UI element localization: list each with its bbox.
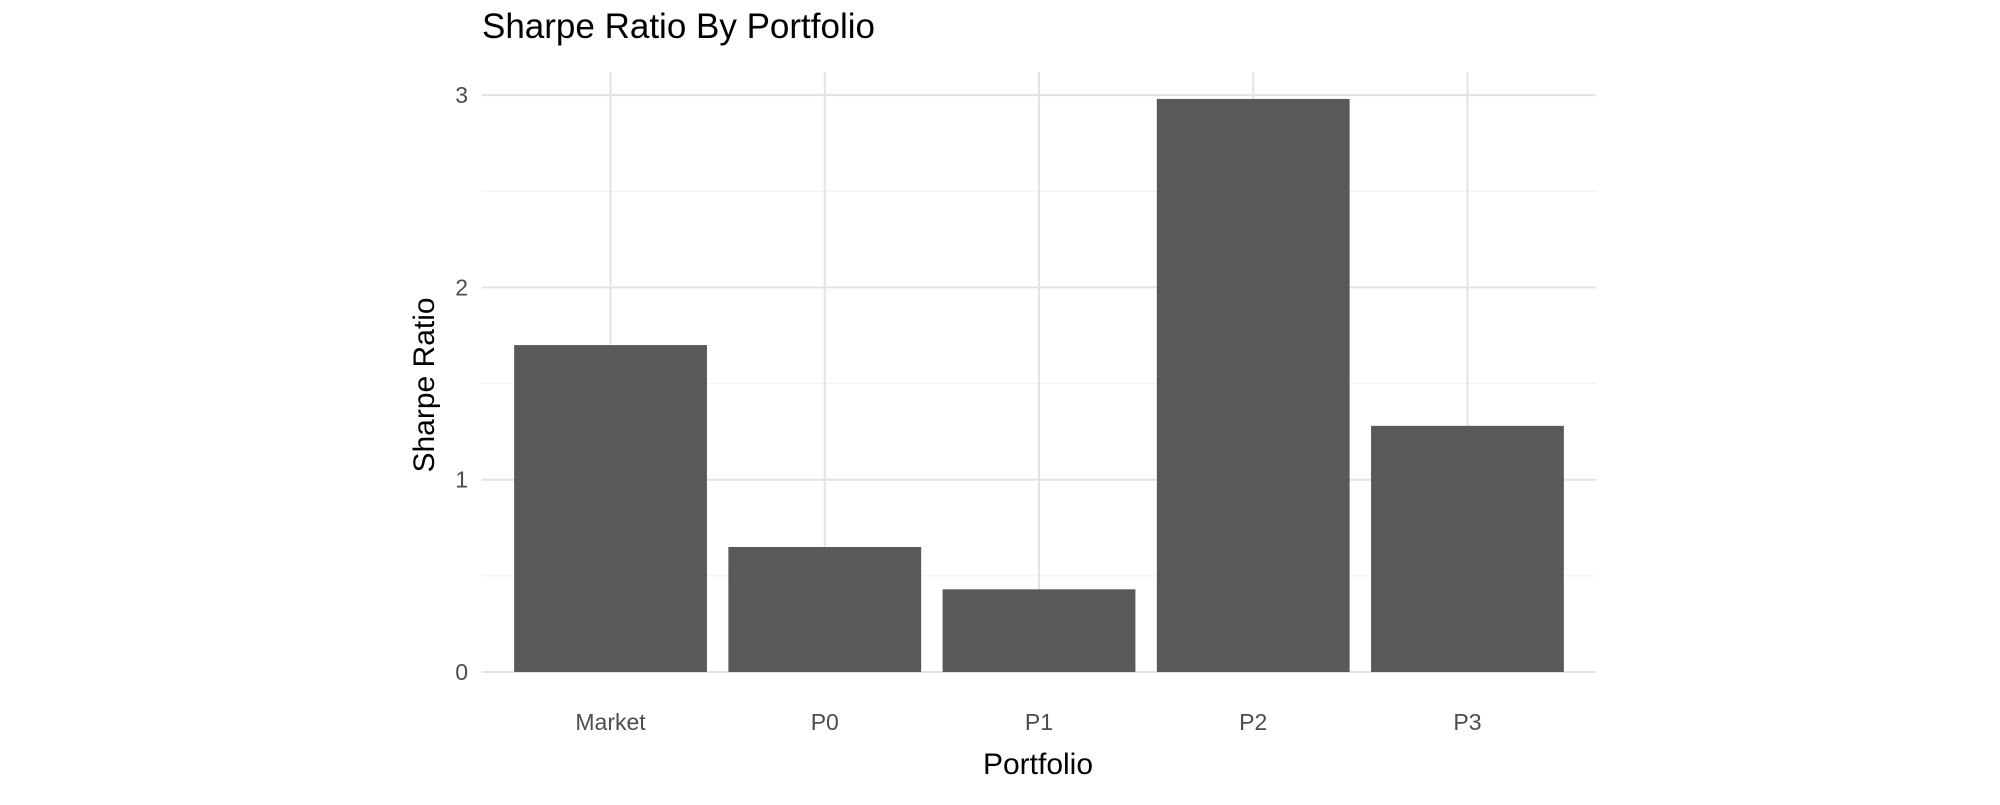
x-axis-ticks: Market P0 P1 P2 P3 — [575, 709, 1481, 735]
bars — [514, 98, 1564, 672]
bar-p0 — [728, 547, 922, 672]
y-tick-label: 1 — [455, 467, 468, 493]
y-tick-label: 0 — [455, 659, 468, 685]
x-axis-title: Portfolio — [983, 748, 1093, 781]
y-tick-label: 2 — [455, 274, 468, 300]
x-tick-label: P3 — [1453, 709, 1481, 735]
y-tick-label: 3 — [455, 82, 468, 108]
x-tick-label: P1 — [1025, 709, 1053, 735]
x-tick-label: P2 — [1239, 709, 1267, 735]
y-axis-title: Sharpe Ratio — [408, 297, 441, 472]
bar-p3 — [1371, 425, 1564, 672]
bar-p1 — [942, 589, 1136, 672]
y-axis-ticks: 0 1 2 3 — [455, 82, 468, 685]
chart-title: Sharpe Ratio By Portfolio — [482, 7, 875, 46]
bar-p2 — [1156, 98, 1350, 672]
x-tick-label: P0 — [811, 709, 839, 735]
x-tick-label: Market — [575, 709, 646, 735]
bar-market — [514, 345, 707, 672]
